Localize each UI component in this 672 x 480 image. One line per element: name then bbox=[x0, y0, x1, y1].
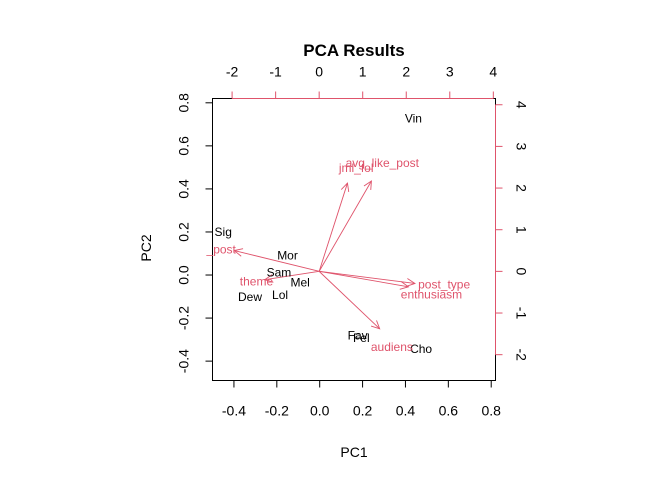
right-tick-label: -1 bbox=[514, 307, 530, 320]
observation-label: Fel bbox=[353, 331, 370, 345]
loading-label: jml_fol bbox=[338, 161, 374, 175]
observation-label: Dew bbox=[238, 290, 262, 304]
x-tick-label: 0.6 bbox=[439, 403, 459, 419]
x-tick-label: -0.4 bbox=[222, 403, 246, 419]
x-tick-label: 0.0 bbox=[310, 403, 330, 419]
right-tick-label: 4 bbox=[514, 101, 530, 109]
loading-arrow bbox=[318, 182, 348, 272]
top-tick-label: -1 bbox=[269, 64, 282, 80]
y-tick-label: -0.4 bbox=[176, 349, 192, 373]
loading-label: enthusiasm bbox=[401, 288, 462, 302]
loading-arrowhead bbox=[340, 182, 350, 193]
observation-label: Sig bbox=[215, 225, 232, 239]
top-tick-label: -2 bbox=[226, 64, 239, 80]
loading-arrow bbox=[319, 270, 409, 288]
y-tick-label: 0.6 bbox=[176, 136, 192, 156]
loading-label: audiens bbox=[371, 340, 413, 354]
loading-arrowhead bbox=[233, 248, 244, 257]
loading-label: avg_like_post bbox=[346, 156, 420, 170]
y-tick-label: -0.2 bbox=[176, 306, 192, 330]
loading-arrow bbox=[234, 250, 320, 272]
y-tick-label: 0.2 bbox=[176, 222, 192, 242]
loading-arrowhead bbox=[406, 278, 416, 287]
loading-label: post_type bbox=[418, 277, 470, 291]
loading-arrow bbox=[264, 270, 320, 281]
loading-arrowhead bbox=[263, 274, 274, 283]
loading-arrows bbox=[233, 180, 416, 330]
top-tick-label: 4 bbox=[489, 64, 497, 80]
right-tick-label: 2 bbox=[514, 184, 530, 192]
loading-label: theme bbox=[240, 274, 274, 288]
x-tick-label: 0.8 bbox=[481, 403, 501, 419]
loading-arrowhead bbox=[370, 320, 381, 330]
right-tick-label: 0 bbox=[514, 267, 530, 275]
x-tick-label: -0.2 bbox=[265, 403, 289, 419]
chart-title: PCA Results bbox=[303, 41, 404, 60]
observation-label: Fav bbox=[348, 329, 368, 343]
observation-label: Cho bbox=[410, 342, 432, 356]
loading-arrow bbox=[318, 271, 380, 330]
observation-label: Sam bbox=[267, 265, 292, 279]
right-tick-label: 1 bbox=[514, 226, 530, 234]
y-axis-title: PC2 bbox=[138, 234, 154, 261]
right-tick-label: -2 bbox=[514, 348, 530, 361]
loading-arrow bbox=[319, 270, 416, 284]
x-axis-title: PC1 bbox=[340, 444, 367, 460]
loading-label: _post bbox=[206, 242, 237, 256]
top-tick-label: 3 bbox=[446, 64, 454, 80]
observation-label: Mel bbox=[291, 275, 310, 289]
top-tick-label: 0 bbox=[315, 64, 323, 80]
loading-arrowhead bbox=[399, 281, 410, 290]
top-tick-label: 2 bbox=[402, 64, 410, 80]
axes: -0.4 -0.2 0.0 0.2 0.4 0.6 0.8 -0.4 -0.2 0.0 0.2 0.4… bbox=[176, 64, 530, 419]
observation-label: Mor bbox=[277, 249, 298, 263]
x-tick-label: 0.4 bbox=[396, 403, 416, 419]
y-tick-label: 0.4 bbox=[176, 179, 192, 199]
observation-label: Lol bbox=[272, 288, 288, 302]
top-tick-label: 1 bbox=[359, 64, 367, 80]
loading-arrowhead bbox=[363, 180, 372, 190]
observation-label: Vin bbox=[405, 112, 422, 126]
right-tick-label: 3 bbox=[514, 143, 530, 151]
x-tick-label: 0.2 bbox=[353, 403, 373, 419]
y-tick-label: 0.8 bbox=[176, 93, 192, 113]
y-tick-label: 0.0 bbox=[176, 265, 192, 285]
loading-arrow bbox=[318, 180, 372, 272]
